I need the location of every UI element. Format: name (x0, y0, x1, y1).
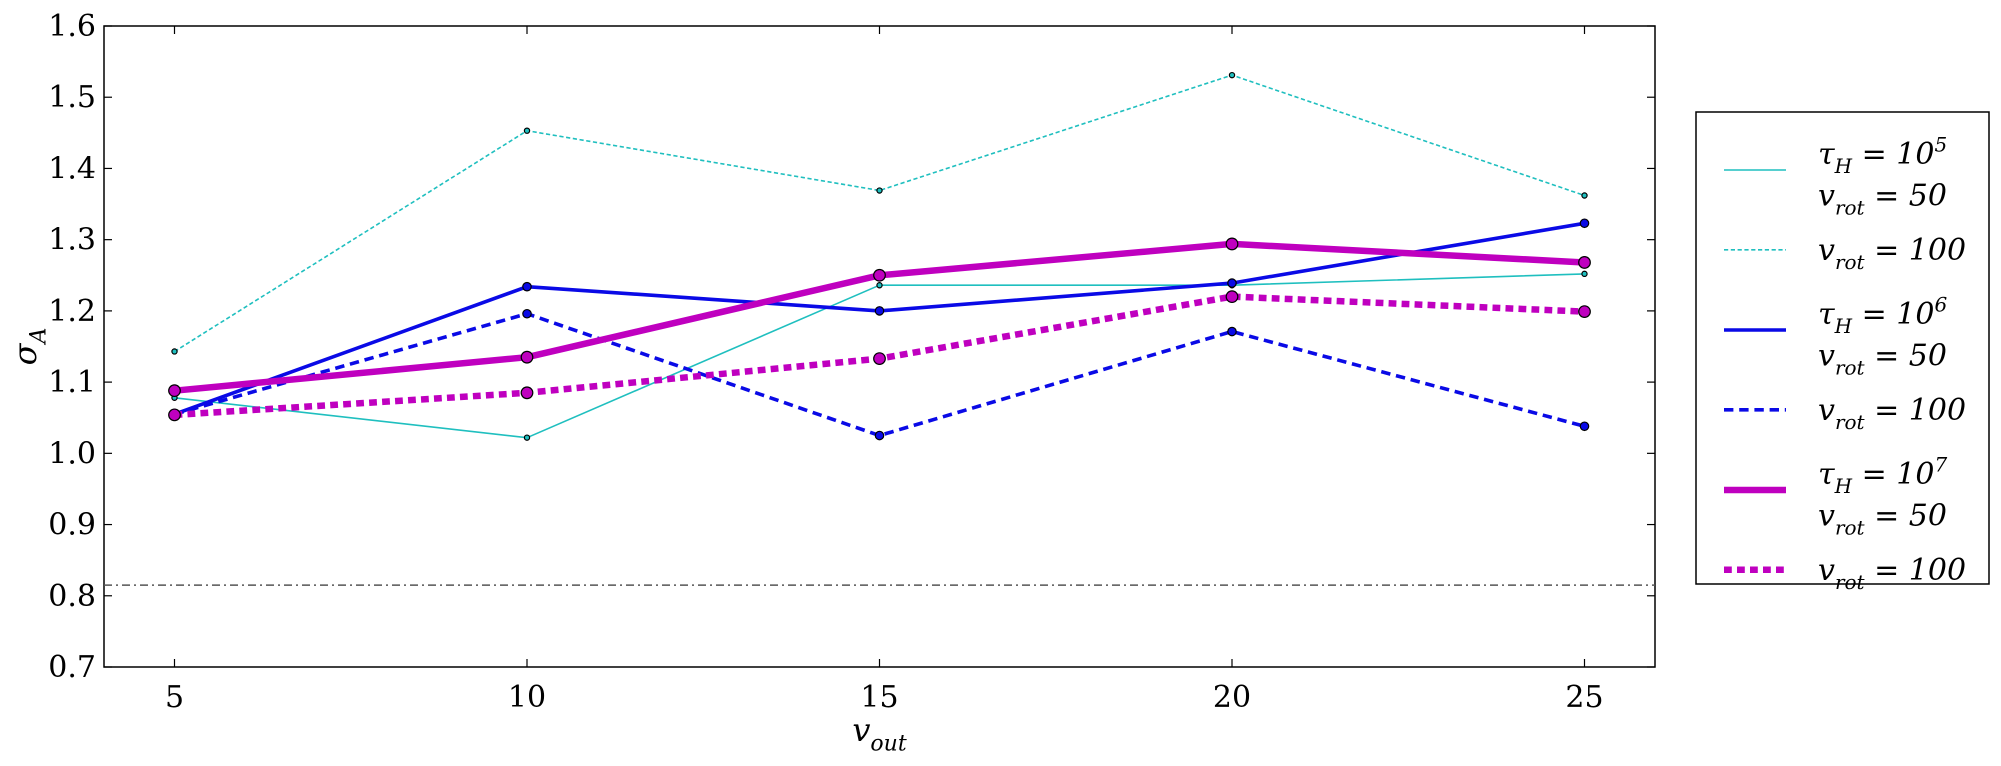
data-point-4 (1579, 421, 1590, 432)
legend-label-1: vrot = 50 (1818, 178, 1947, 219)
legend-box (1695, 111, 1990, 585)
legend-label-5: τH = 107 (1818, 452, 1947, 498)
y-tick-label: 1.2 (48, 294, 96, 329)
y-axis-label: σA (6, 328, 52, 366)
data-point-5 (168, 384, 181, 398)
data-point-3 (1227, 278, 1237, 288)
data-point-2 (523, 127, 531, 134)
data-point-2 (171, 348, 178, 355)
y-tick-label: 1.1 (48, 365, 96, 400)
data-point-2 (1581, 192, 1588, 199)
y-tick-label: 1.4 (48, 151, 96, 186)
legend-label-4: vrot = 100 (1818, 393, 1966, 434)
x-tick-label: 25 (1565, 680, 1603, 715)
x-tick-label: 5 (165, 680, 184, 715)
plot-area (103, 25, 1656, 668)
legend-label-2: vrot = 100 (1818, 233, 1966, 274)
data-point-6 (1578, 305, 1591, 319)
data-point-1 (1581, 270, 1588, 278)
data-point-6 (168, 408, 181, 422)
data-point-3 (874, 306, 885, 316)
legend-label-5: vrot = 50 (1818, 498, 1947, 539)
y-tick-label: 0.7 (48, 650, 96, 685)
legend-label-3: vrot = 50 (1818, 338, 1947, 379)
series-line-4 (174, 311, 1585, 438)
data-point-5 (873, 268, 886, 282)
x-tick-label: 20 (1213, 680, 1251, 715)
y-tick-label: 1.0 (48, 436, 96, 471)
data-point-4 (1227, 326, 1237, 337)
y-tick-label: 0.8 (48, 579, 96, 614)
legend-label-6: vrot = 100 (1818, 553, 1966, 594)
series-line-2 (174, 74, 1585, 353)
data-point-6 (520, 386, 534, 400)
y-tick-label: 1.6 (48, 9, 96, 44)
data-point-5 (1578, 256, 1591, 269)
y-tick-label: 0.9 (48, 508, 96, 543)
x-tick-label: 10 (508, 680, 546, 715)
data-point-5 (1225, 237, 1239, 251)
x-tick-label: 15 (860, 680, 898, 715)
data-point-2 (876, 187, 883, 194)
data-point-1 (523, 434, 531, 441)
data-point-5 (520, 350, 534, 364)
data-point-3 (1579, 218, 1590, 229)
y-tick-label: 1.3 (48, 223, 96, 258)
data-point-4 (874, 430, 885, 441)
legend-label-3: τH = 106 (1818, 292, 1947, 338)
data-point-6 (1225, 290, 1239, 304)
data-point-4 (522, 308, 532, 319)
legend-label-1: τH = 105 (1818, 132, 1947, 178)
x-axis-label: vout (852, 711, 906, 757)
y-tick-label: 1.5 (48, 80, 96, 115)
data-point-3 (522, 281, 532, 292)
data-point-2 (1228, 71, 1236, 79)
data-point-6 (873, 352, 886, 366)
data-point-1 (876, 282, 883, 289)
